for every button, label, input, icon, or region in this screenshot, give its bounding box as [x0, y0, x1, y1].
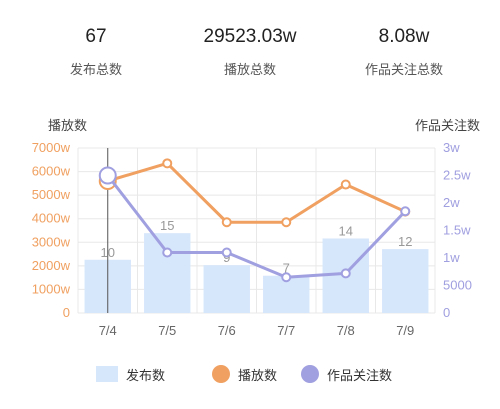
legend-item-publish[interactable]: 发布数 [96, 362, 165, 386]
legend-swatch [212, 365, 230, 383]
stat-label: 作品关注总数 [364, 62, 443, 77]
bar-value-label: 15 [160, 218, 174, 233]
play-series-point [162, 158, 173, 169]
legend-swatch [96, 366, 118, 382]
left-axis-tick-label: 4000w [32, 211, 71, 226]
left-axis-title: 播放数 [48, 118, 88, 133]
follow-series-point [98, 166, 117, 185]
x-axis-tick-label: 7/8 [337, 323, 355, 338]
left-axis-tick-label: 6000w [32, 164, 71, 179]
x-axis-tick-label: 7/5 [158, 323, 176, 338]
stats-summary: 67 发布总数 29523.03w 播放总数 8.08w 作品关注总数 [0, 0, 500, 95]
left-axis-tick-label: 2000w [32, 258, 71, 273]
play-series-line [107, 161, 406, 224]
play-series-point [340, 179, 351, 190]
x-axis-tick-label: 7/4 [99, 323, 117, 338]
follow-series-point [281, 272, 292, 283]
right-axis-tick-label: 2.5w [443, 168, 471, 183]
stat-label: 发布总数 [69, 62, 122, 77]
play-series-point [221, 217, 232, 228]
bar-value-label: 12 [398, 234, 412, 249]
stat-publish-total: 67 发布总数 [16, 24, 176, 78]
stat-label: 播放总数 [223, 62, 276, 77]
legend-item-follow[interactable]: 作品关注数 [301, 362, 392, 386]
right-axis-tick-label: 5000 [443, 278, 472, 293]
left-axis-tick-label: 3000w [32, 234, 71, 249]
legend-label: 作品关注数 [327, 367, 393, 383]
stat-value: 67 [85, 26, 107, 47]
right-axis-tick-label: 1w [443, 250, 460, 265]
left-axis-tick-label: 0 [63, 305, 70, 320]
stat-value: 8.08w [378, 26, 430, 47]
right-axis-tick-label: 1.5w [443, 223, 471, 238]
follow-series-point [400, 206, 411, 217]
right-axis-tick-label: 3w [443, 140, 460, 155]
right-axis-title: 作品关注数 [414, 118, 480, 133]
play-series-point [281, 217, 292, 228]
bar [382, 249, 429, 313]
stat-follow-total: 8.08w 作品关注总数 [324, 24, 484, 78]
x-axis-tick-label: 7/9 [396, 323, 414, 338]
left-axis-tick-label: 5000w [32, 187, 71, 202]
follow-series-point [162, 247, 173, 258]
follow-series-point [340, 268, 351, 279]
bar-value-label: 14 [339, 223, 353, 238]
right-axis-tick-label: 2w [443, 195, 460, 210]
x-axis-tick-label: 7/7 [277, 323, 295, 338]
legend-label: 播放数 [238, 367, 278, 383]
x-axis-tick-label: 7/6 [218, 323, 236, 338]
legend-swatch [301, 365, 319, 383]
stat-play-total: 29523.03w 播放总数 [170, 24, 330, 78]
left-axis-tick-label: 1000w [32, 281, 71, 296]
follow-series-line [106, 174, 407, 279]
legend-item-play[interactable]: 播放数 [212, 362, 277, 386]
chart-legend: 发布数 播放数 作品关注数 [0, 362, 500, 386]
follow-series-point [221, 247, 232, 258]
bar [203, 265, 250, 313]
legend-label: 发布数 [126, 367, 166, 383]
stat-value: 29523.03w [203, 26, 297, 47]
left-axis-tick-label: 7000w [32, 140, 71, 155]
bar [144, 233, 191, 313]
bar-value-label: 9 [223, 250, 230, 265]
bar-value-label: 7 [283, 261, 290, 276]
right-axis-tick-label: 0 [443, 305, 450, 320]
